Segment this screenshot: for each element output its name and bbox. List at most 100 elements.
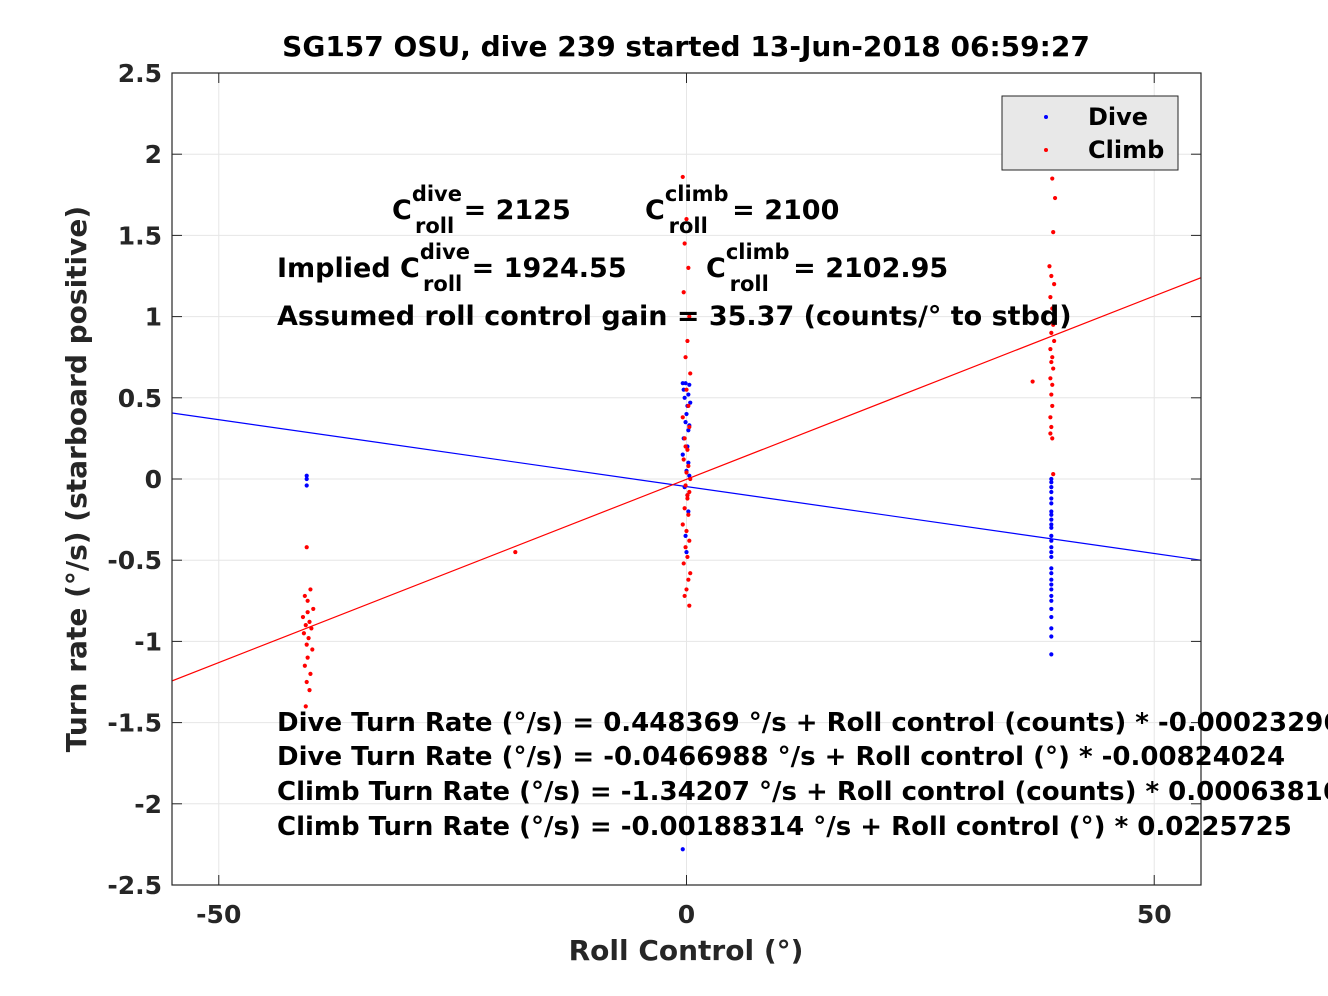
- dive-point: [1049, 485, 1054, 490]
- climb-point: [688, 371, 693, 376]
- dive-point: [1049, 606, 1054, 612]
- c-roll-annotations: Cdive roll = 2125 Cclimb roll = 2100 Impli…: [277, 182, 1072, 332]
- dive-point: [1049, 496, 1054, 501]
- dive-point: [1049, 614, 1054, 620]
- dive-point: [1049, 533, 1054, 538]
- dive-point: [1049, 512, 1054, 517]
- dive-point: [684, 411, 689, 417]
- y-tick-label: 2: [145, 140, 162, 169]
- implied-c-dive-text: Implied Cdive roll = 1924.55: [277, 240, 627, 296]
- dive-point: [304, 473, 309, 478]
- dive-point: [1049, 626, 1054, 631]
- dive-point: [1049, 566, 1054, 571]
- dive-point: [687, 473, 692, 478]
- climb-point: [1048, 295, 1053, 300]
- legend-box: [1001, 95, 1179, 171]
- climb-point: [1052, 195, 1058, 201]
- climb-point: [680, 415, 685, 420]
- climb-point: [686, 463, 691, 469]
- dive-point: [304, 476, 309, 482]
- dive-point: [684, 549, 689, 555]
- climb-point: [684, 528, 689, 534]
- climb-point: [1051, 472, 1056, 477]
- climb-point: [513, 549, 518, 555]
- dive-point: [683, 381, 688, 386]
- dive-point: [1049, 593, 1054, 599]
- c-dive-roll-text: Cdive roll = 2125: [392, 182, 571, 238]
- x-tick-label: -50: [196, 900, 241, 929]
- dive-point: [688, 400, 693, 405]
- axis-ticks: -50 0 50 -2.5 -2 -1.5 -1 -0.5 0 0.5 1 1.5 2 2.5: [107, 59, 1201, 929]
- dive-point: [1049, 538, 1054, 543]
- y-tick-label: -0.5: [107, 546, 162, 575]
- climb-point: [300, 614, 306, 620]
- climb-point: [680, 174, 685, 180]
- climb-point: [311, 606, 316, 612]
- climb-point: [1049, 273, 1054, 279]
- climb-point: [686, 577, 691, 582]
- climb-point: [1051, 322, 1056, 327]
- scatter-points: [300, 155, 1058, 852]
- y-tick-label: -2: [134, 790, 162, 819]
- dive-point: [686, 509, 691, 514]
- climb-point: [687, 603, 692, 608]
- climb-point: [687, 489, 692, 495]
- x-axis-label: Roll Control (°): [569, 934, 804, 967]
- climb-point: [684, 387, 689, 392]
- dive-point: [683, 533, 688, 538]
- dive-point: [1049, 501, 1054, 506]
- y-tick-label: 2.5: [118, 59, 162, 88]
- dive-point: [680, 452, 685, 457]
- dive-point: [1049, 549, 1054, 555]
- dive-point: [682, 395, 687, 400]
- c-climb-roll-text: Cclimb roll = 2100: [645, 182, 839, 238]
- climb-point: [685, 496, 690, 501]
- climb-point: [1048, 431, 1053, 436]
- dive-counts-equation: Dive Turn Rate (°/s) = 0.448369 °/s + Ro…: [277, 708, 1328, 738]
- climb-point: [1050, 382, 1055, 387]
- climb-fit-line: [172, 277, 1201, 682]
- climb-point: [307, 688, 312, 693]
- chart-title: SG157 OSU, dive 239 started 13-Jun-2018 …: [282, 30, 1090, 63]
- dive-point: [1049, 598, 1054, 603]
- roll-gain-text: Assumed roll control gain = 35.37 (count…: [277, 301, 1072, 332]
- climb-point: [1048, 376, 1053, 381]
- climb-point: [1030, 379, 1035, 384]
- climb-point: [1049, 424, 1054, 430]
- climb-point: [685, 554, 690, 560]
- climb-point: [683, 444, 688, 449]
- y-tick-label: 1.5: [118, 221, 162, 250]
- y-tick-label: 1: [145, 303, 162, 332]
- climb-point: [303, 704, 308, 709]
- climb-point: [1048, 346, 1053, 352]
- legend-dive-label: Dive: [1088, 103, 1148, 131]
- climb-point: [304, 679, 309, 685]
- y-tick-label: -1.5: [107, 709, 162, 738]
- climb-point: [682, 241, 687, 246]
- dive-point: [1049, 577, 1054, 582]
- climb-point: [682, 593, 687, 599]
- climb-point: [308, 587, 313, 592]
- climb-point: [682, 506, 687, 511]
- dive-point: [683, 420, 688, 425]
- climb-point: [686, 403, 691, 409]
- climb-counts-equation: Climb Turn Rate (°/s) = -1.34207 °/s + R…: [277, 777, 1328, 807]
- dive-point: [1049, 522, 1054, 527]
- dive-point: [1049, 587, 1054, 592]
- climb-point: [1050, 436, 1055, 441]
- climb-point: [1049, 359, 1054, 365]
- climb-point: [308, 671, 313, 676]
- dive-point: [680, 847, 685, 852]
- climb-point: [686, 512, 691, 517]
- implied-c-climb-text: Cclimb roll = 2102.95: [706, 240, 948, 296]
- climb-point: [302, 593, 307, 599]
- dive-point: [304, 483, 309, 488]
- climb-point: [684, 470, 689, 475]
- climb-point: [1050, 355, 1055, 360]
- climb-point: [1050, 403, 1055, 409]
- legend-dive-marker: [1044, 115, 1048, 119]
- climb-point: [687, 538, 692, 543]
- climb-point: [681, 290, 686, 295]
- climb-point: [303, 623, 308, 628]
